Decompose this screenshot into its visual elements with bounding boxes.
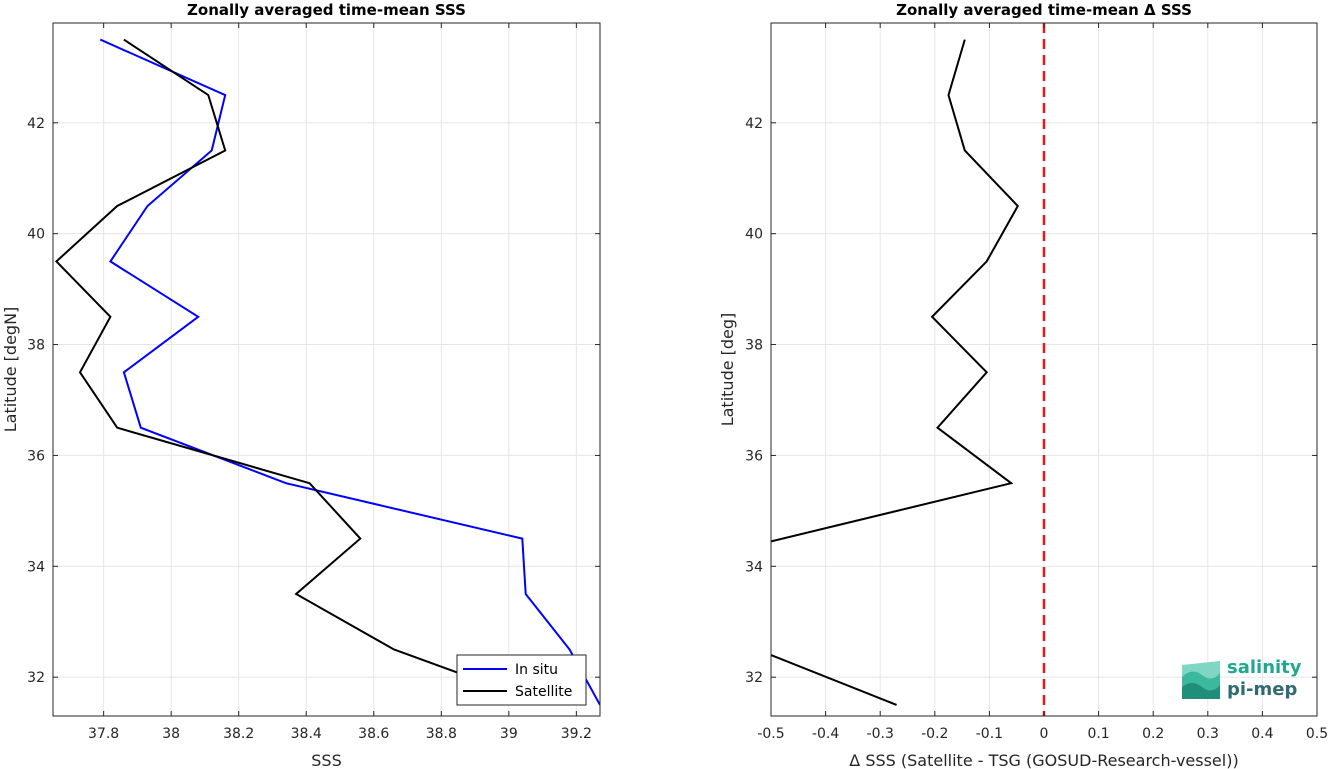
y-axis-label: Latitude [deg] xyxy=(718,313,737,427)
legend-entry: Satellite xyxy=(515,684,572,700)
x-tick-label: -0.3 xyxy=(867,726,894,742)
x-tick-label: 0.3 xyxy=(1197,726,1219,742)
x-tick-label: -0.4 xyxy=(812,726,839,742)
x-tick-label: 38.4 xyxy=(291,726,322,742)
series-group xyxy=(771,39,1020,706)
chart-title: Zonally averaged time-mean Δ SSS xyxy=(896,1,1192,19)
series-line-delta-sss xyxy=(771,39,1020,543)
y-axis-label: Latitude [degN] xyxy=(1,307,20,433)
series-line-delta-sss xyxy=(771,654,897,706)
x-tick-label: -0.2 xyxy=(921,726,948,742)
delta-sss-panel: -0.5 -0.4 -0.3 -0.2 -0.1 0 0.1 0.2 0.3 0.4 0.5 32 34… xyxy=(718,1,1328,769)
x-tick-label: 37.8 xyxy=(88,726,119,742)
legend-box xyxy=(456,654,587,706)
series-line-satellite xyxy=(54,38,486,684)
x-axis-label: SSS xyxy=(311,751,341,769)
logo-line1: salinity xyxy=(1227,657,1302,678)
x-tick-label: 0.1 xyxy=(1087,726,1109,742)
sss-panel: 37.8 38 38.2 38.4 38.6 38.8 39 39.2 32 34 36 38 40 42… xyxy=(1,1,601,769)
y-tick-label: 34 xyxy=(745,559,763,575)
y-tick-label: 42 xyxy=(27,116,45,132)
legend-entry: In situ xyxy=(515,662,558,678)
x-tick-label: 0.4 xyxy=(1251,726,1273,742)
y-tick-label: 32 xyxy=(27,670,45,686)
x-tick-label: -0.1 xyxy=(976,726,1003,742)
x-tick-label: 39.2 xyxy=(561,726,592,742)
y-tick-label: 42 xyxy=(745,116,763,132)
x-tick-label: -0.5 xyxy=(757,726,784,742)
series-line-in-situ xyxy=(99,38,600,706)
chart-title: Zonally averaged time-mean SSS xyxy=(187,1,466,19)
y-tick-label: 36 xyxy=(745,448,763,464)
axes-frame xyxy=(52,22,601,717)
x-tick-label: 0 xyxy=(1040,726,1049,742)
x-tick-label: 38.6 xyxy=(358,726,389,742)
x-tick-label: 38.8 xyxy=(426,726,457,742)
salinity-pi-mep-logo: salinity pi-mep xyxy=(1180,655,1310,705)
x-axis-label: Δ SSS (Satellite - TSG (GOSUD-Research-v… xyxy=(849,751,1238,769)
y-tick-label: 32 xyxy=(745,670,763,686)
y-tick-label: 40 xyxy=(27,227,45,243)
y-tick-label: 40 xyxy=(745,227,763,243)
x-tick-label: 39 xyxy=(500,726,518,742)
logo-wave-icon xyxy=(1182,661,1220,699)
y-tick-label: 36 xyxy=(27,448,45,464)
logo-line2: pi-mep xyxy=(1227,679,1298,700)
x-tick-label: 38.2 xyxy=(223,726,254,742)
x-tick-label: 38 xyxy=(162,726,180,742)
x-tick-label: 0.2 xyxy=(1142,726,1164,742)
x-tick-label: 0.5 xyxy=(1306,726,1328,742)
y-tick-label: 38 xyxy=(27,338,45,354)
y-tick-label: 38 xyxy=(745,338,763,354)
series-group xyxy=(54,38,600,706)
y-tick-label: 34 xyxy=(27,559,45,575)
